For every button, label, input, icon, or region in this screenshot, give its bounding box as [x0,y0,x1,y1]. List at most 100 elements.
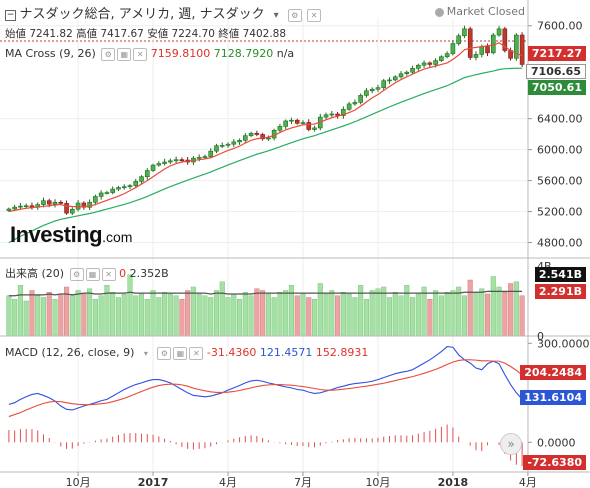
candle-body [439,56,444,61]
volume-bar [52,299,58,337]
chevron-down-icon[interactable]: ▾ [143,348,148,358]
lock-icon[interactable]: ▦ [85,267,100,281]
volume-bar [300,293,306,337]
candle-body [98,192,104,197]
candle-body [168,160,173,163]
volume-bar [12,299,18,337]
candle-body [364,90,369,96]
candle-body [323,114,329,118]
volume-bar [35,295,41,337]
volume-bar [352,297,358,337]
chevron-down-icon[interactable]: ▾ [273,9,279,21]
volume-tick-label: 0 [537,330,544,343]
settings-icon[interactable]: ⚙ [69,267,84,281]
volume-bar [144,299,150,337]
symbol-title: ナスダック総合, アメリカ, 週, ナスダック [19,7,265,22]
volume-bar [185,290,191,337]
settings-icon[interactable]: ⚙ [157,346,172,360]
candle-body [496,28,502,36]
volume-bar [138,293,145,337]
volume-bar [473,292,479,337]
candle-body [18,205,23,208]
scroll-to-end-button[interactable]: » [500,433,522,455]
candle-body [41,200,46,205]
candle-body [116,187,121,190]
candle-body [23,205,29,208]
candle-body [87,201,92,208]
close-icon[interactable]: ✕ [101,267,116,281]
ma-label: MA Cross (9, 26) [5,47,96,60]
volume-bar [237,299,243,337]
volume-bar [294,295,300,337]
candle-body [266,137,271,140]
time-tick-label: 2018 [438,476,469,488]
volume-bar [225,297,231,337]
candle-body [375,87,381,90]
volume-bar [17,285,23,337]
candle-body [64,203,69,214]
axes [0,0,590,476]
candle-body [225,143,231,146]
volume-bar [519,295,525,337]
volume-bar [392,292,398,337]
volume-bar [6,295,12,337]
macd-legend: MACD (12, 26, close, 9) ▾ ⚙ ▦ ✕ -31.4360 1… [5,346,368,360]
volume-bar [277,292,283,337]
close-icon[interactable]: ✕ [133,47,148,61]
settings-icon[interactable]: ⚙ [101,47,116,61]
volume-bar [427,299,433,337]
collapse-icon[interactable]: − [5,9,16,21]
volume-bar [433,290,439,337]
candle-body [173,159,179,162]
volume-bar [248,295,254,337]
candle-body [237,140,242,143]
volume-bar [127,274,133,337]
volume-bar [490,276,496,337]
candle-body [46,200,52,205]
volume-bar [283,290,289,337]
candle-body [121,186,127,189]
price-tick-label: 5600.00 [537,175,583,188]
status-dot-icon [434,7,444,17]
volume-value-2: 2.352B [129,267,169,280]
volume-bar [150,290,156,337]
candle-body [196,157,202,159]
macd-tag-histogram: -72.6380 [523,455,586,470]
close-icon[interactable]: ✕ [189,346,204,360]
volume-bar [156,297,162,337]
volume-bar [456,286,462,337]
candle-body [369,88,375,92]
candle-body [479,46,485,55]
volume-bar [242,292,248,337]
volume-bar [121,293,127,337]
volume-bar [271,297,277,337]
settings-icon[interactable]: ⚙ [287,8,302,22]
candle-body [150,164,156,171]
time-tick-label: 4月 [219,476,237,488]
candle-body [433,60,438,65]
volume-tag-1: 2.541B [534,267,586,282]
volume-bar [329,290,335,337]
candle-body [346,103,352,110]
chart-title-row: − ナスダック総合, アメリカ, 週, ナスダック ▾ ⚙ ✕ [5,3,322,22]
lock-icon[interactable]: ▦ [117,47,132,61]
volume-bar [265,293,271,337]
lock-icon[interactable]: ▦ [173,346,188,360]
candle-body [404,71,410,75]
volume-bar [179,299,185,337]
tick-labels: 4800.00 5200.00 5600.00 6000.00 6400.00 7600.… [66,20,590,488]
price-tick-label: 6400.00 [537,113,583,126]
candle-body [254,133,260,135]
volume-bar [513,281,519,337]
grid-lines [0,18,529,472]
close-icon[interactable]: ✕ [307,8,322,22]
candle-body [514,34,519,59]
macd-tick-label: 300.0000 [537,337,590,350]
ma-fast-value: 7159.8100 [150,47,211,60]
candle-body [231,141,237,145]
price-tick-label: 4800.00 [537,237,583,250]
candle-body [519,34,525,65]
macd-tick-label: 0.0000 [537,436,576,449]
candle-body [283,120,288,127]
candle-body [277,126,283,131]
